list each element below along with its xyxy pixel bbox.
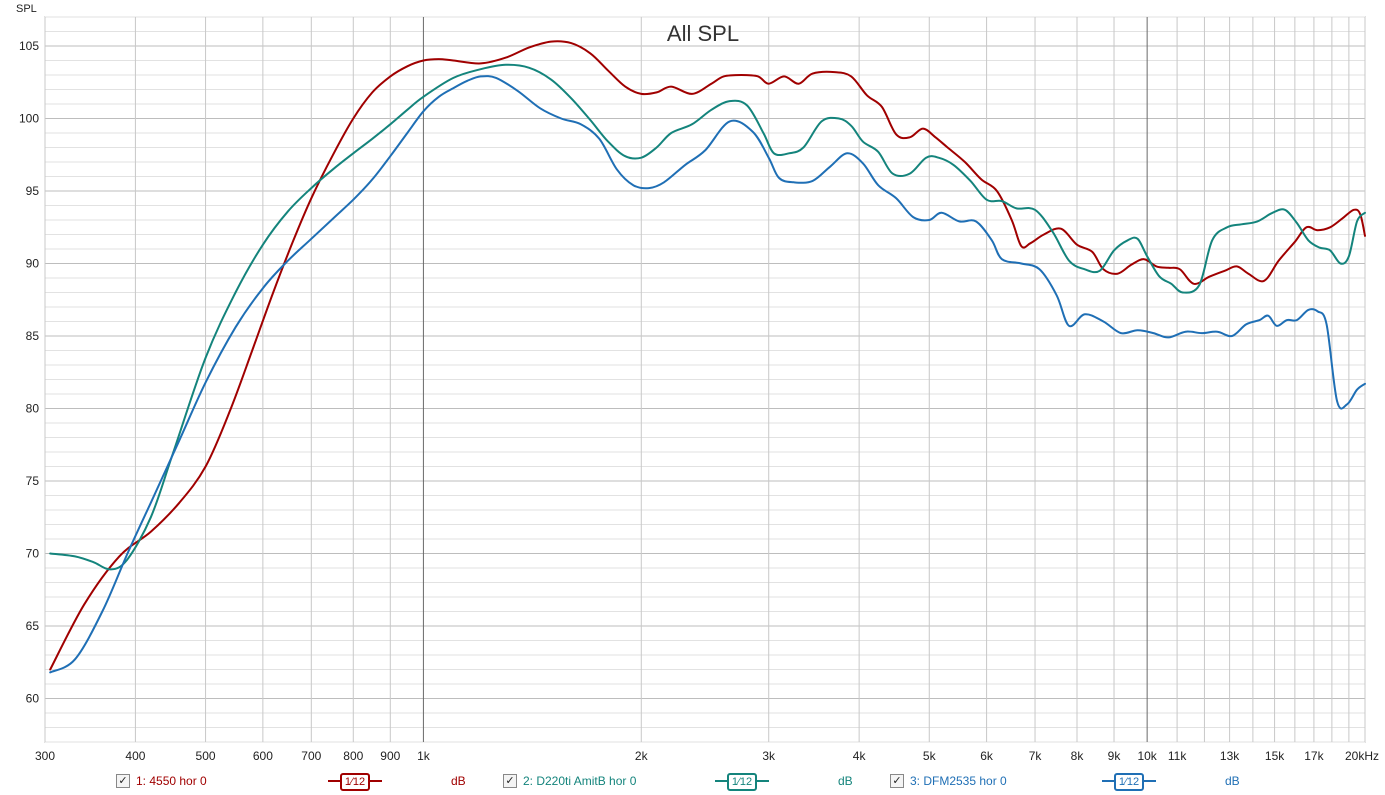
- x-tick-label: 2k: [635, 749, 649, 763]
- x-tick-label: 6k: [980, 749, 994, 763]
- series-2-unit: dB: [838, 774, 853, 788]
- series-1-line: [49, 40, 1366, 671]
- series-lines: [49, 40, 1366, 674]
- series-2-line: [49, 63, 1366, 571]
- series-3-checkbox[interactable]: ✓: [890, 774, 904, 788]
- major-grid: [44, 17, 1366, 742]
- y-tick-label: 85: [26, 329, 40, 343]
- chart-title: All SPL: [667, 21, 739, 46]
- x-tick-label: 4k: [853, 749, 867, 763]
- x-tick-label: 800: [343, 749, 363, 763]
- x-tick-label: 900: [380, 749, 400, 763]
- x-tick-label: 10k: [1137, 749, 1157, 763]
- series-2-checkbox[interactable]: ✓: [503, 774, 517, 788]
- y-tick-label: 90: [26, 257, 40, 271]
- legend-item-3[interactable]: ✓ 3: DFM2535 hor 0: [890, 772, 1007, 790]
- series-1-smoothing-label: 1⁄12: [340, 773, 370, 791]
- x-tick-label: 5k: [923, 749, 937, 763]
- series-1-label: 1: 4550 hor 0: [136, 774, 207, 788]
- series-3-smoothing-button[interactable]: 1⁄12: [1102, 772, 1156, 791]
- x-tick-label: 11k: [1168, 749, 1187, 763]
- y-tick-label: 75: [26, 474, 40, 488]
- x-tick-label: 300: [35, 749, 55, 763]
- x-tick-label: 7k: [1029, 749, 1043, 763]
- series-3-line: [49, 75, 1366, 674]
- x-tick-label: 500: [196, 749, 216, 763]
- y-tick-label: 65: [26, 619, 40, 633]
- y-axis-tick-labels: 60 65 70 75 80 85 90 95 100 105: [19, 39, 39, 706]
- x-axis-tick-labels: 300 400 500 600 700 800 900 1k 2k 3k 4k 5k 6k 7k 8k 9k 1…: [35, 749, 1379, 763]
- minor-grid: [45, 16, 1365, 743]
- y-tick-label: 70: [26, 547, 40, 561]
- series-3-label: 3: DFM2535 hor 0: [910, 774, 1007, 788]
- x-tick-label: 400: [125, 749, 145, 763]
- series-2-smoothing-button[interactable]: 1⁄12: [715, 772, 769, 791]
- legend-item-1[interactable]: ✓ 1: 4550 hor 0: [116, 772, 207, 790]
- series-3-unit: dB: [1225, 774, 1240, 788]
- series-2-smoothing-label: 1⁄12: [727, 773, 757, 791]
- y-tick-label: 60: [26, 692, 40, 706]
- x-tick-label: 9k: [1108, 749, 1122, 763]
- y-tick-label: 95: [26, 184, 40, 198]
- series-3-smoothing-label: 1⁄12: [1114, 773, 1144, 791]
- y-tick-label: 105: [19, 39, 39, 53]
- x-tick-label: 600: [253, 749, 273, 763]
- series-2-label: 2: D220ti AmitB hor 0: [523, 774, 637, 788]
- series-1-smoothing-button[interactable]: 1⁄12: [328, 772, 382, 791]
- x-tick-label: 8k: [1071, 749, 1085, 763]
- legend: ✓ 1: 4550 hor 0 1⁄12 dB ✓ 2: D220ti Amit…: [0, 772, 1385, 792]
- spl-chart: 60 65 70 75 80 85 90 95 100 105 300 400 500 600 700 80…: [16, 3, 1379, 763]
- y-tick-label: 100: [19, 112, 39, 126]
- x-tick-label: 17k: [1304, 749, 1324, 763]
- x-tick-label: 1k: [417, 749, 431, 763]
- x-tick-label: 13k: [1220, 749, 1240, 763]
- x-tick-label: 20kHz: [1345, 749, 1379, 763]
- y-axis-label: SPL: [16, 3, 37, 15]
- x-tick-label: 15k: [1265, 749, 1285, 763]
- legend-item-2[interactable]: ✓ 2: D220ti AmitB hor 0: [503, 772, 636, 790]
- x-tick-label: 3k: [762, 749, 776, 763]
- series-1-unit: dB: [451, 774, 466, 788]
- x-tick-label: 700: [301, 749, 321, 763]
- y-tick-label: 80: [26, 402, 40, 416]
- series-1-checkbox[interactable]: ✓: [116, 774, 130, 788]
